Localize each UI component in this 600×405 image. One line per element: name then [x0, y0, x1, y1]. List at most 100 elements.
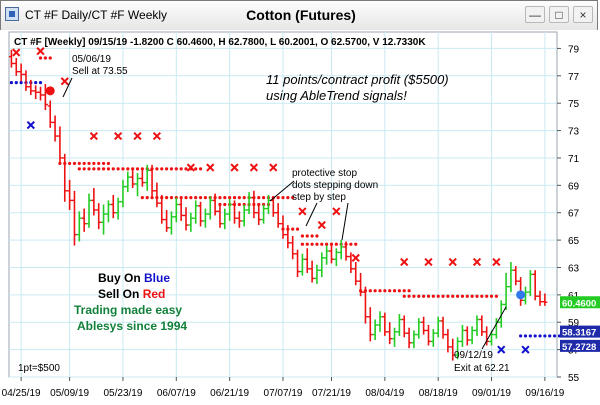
down-bar [38, 86, 44, 101]
red-stop-dot [402, 294, 406, 298]
red-stop-dot [169, 196, 174, 200]
blue-stop-dot [533, 334, 537, 338]
down-bar [67, 179, 73, 210]
red-x-marker-stroke [317, 220, 326, 230]
down-bar [387, 322, 393, 345]
red-x-marker [36, 47, 45, 56]
red-x-marker-stroke [114, 131, 123, 141]
up-bar [396, 314, 402, 336]
red-x-marker-stroke [400, 257, 409, 267]
blue-stop-dot [528, 334, 532, 338]
red-x-marker-stroke [269, 163, 278, 172]
red-x-marker [60, 77, 69, 86]
down-bar [183, 207, 189, 231]
red-stop-dot [257, 196, 261, 200]
price-chart[interactable]: 55575961636567697173757779 04/25/1905/09… [0, 30, 600, 405]
red-x-marker [492, 257, 501, 267]
red-stop-dot [126, 167, 130, 171]
down-bar [348, 252, 354, 273]
down-bar [309, 260, 315, 283]
red-stop-dot [417, 294, 421, 298]
minimize-button[interactable]: — [525, 6, 545, 23]
red-x-marker [186, 163, 195, 172]
red-stop-dot [305, 242, 309, 246]
red-stop-dot [184, 196, 188, 200]
red-stop-dot [218, 196, 222, 200]
red-x-marker-stroke [472, 257, 482, 267]
down-bar [353, 262, 359, 286]
down-bar [178, 199, 184, 221]
red-stop-dot [422, 294, 426, 298]
red-stop-dot [383, 289, 387, 293]
up-bar [207, 196, 213, 220]
sell-date-annotation: 05/06/19 [72, 54, 111, 65]
red-stop-dot [392, 289, 397, 293]
red-x-marker [230, 163, 239, 172]
down-bar [251, 190, 257, 219]
down-bar [149, 164, 155, 197]
red-stop-dot [407, 294, 411, 298]
sell-price-annotation: Sell at 73.55 [72, 66, 128, 77]
up-bar [299, 253, 305, 276]
up-bar [314, 264, 320, 284]
down-bar [212, 193, 218, 216]
stop-arrow-2 [305, 202, 318, 227]
red-stop-dot [291, 196, 295, 200]
x-axis: 04/25/19 05/09/19 05/23/19 06/07/19 06/21/19… [2, 377, 565, 399]
red-stop-dot [291, 227, 295, 231]
close-button[interactable]: × [573, 6, 593, 23]
red-stop-dot [92, 167, 96, 171]
red-x-marker-stroke [206, 163, 215, 172]
chart-app-icon [5, 7, 19, 21]
up-bar [105, 200, 111, 223]
up-bar [372, 319, 378, 341]
red-stop-dot [397, 289, 401, 293]
red-x-marker-stroke [424, 257, 433, 267]
up-bar [319, 252, 325, 278]
price-tags: 60.4600 58.3167 57.2728 [560, 296, 600, 353]
red-stop-dot [165, 196, 169, 200]
profit-line-1: 11 points/contract profit ($5500) [266, 72, 449, 87]
down-bar [285, 225, 291, 249]
red-stop-dot [223, 202, 227, 207]
red-stop-dot [169, 167, 174, 171]
blue-stop-dot [552, 334, 557, 338]
down-bar [71, 190, 77, 246]
blue-stop-dot [519, 334, 523, 338]
red-stop-dot [388, 289, 392, 293]
up-bar [474, 315, 480, 336]
down-bar [295, 249, 301, 278]
red-stop-dot [232, 196, 237, 200]
down-bar [406, 327, 412, 349]
red-stop-dot [160, 167, 164, 171]
down-bar [217, 205, 223, 228]
blue-stop-dot [543, 334, 547, 338]
down-bar [479, 315, 485, 336]
down-bar [537, 290, 543, 306]
stop-note-line-1: protective stop [292, 168, 357, 179]
y-tick-label: 69 [568, 181, 580, 192]
up-bar [101, 204, 107, 235]
red-stop-dot [431, 294, 435, 298]
red-stop-dot [116, 167, 120, 171]
stop-arrow-1 [269, 180, 295, 202]
down-bar [33, 85, 39, 100]
red-x-marker-stroke [448, 257, 457, 267]
up-bar [246, 192, 252, 215]
down-bar [304, 248, 310, 273]
down-bar [445, 329, 451, 353]
down-bar [130, 168, 136, 189]
blue-stop-tag-2: 57.2728 [560, 339, 600, 353]
title-bar[interactable]: CT #F Daily/CT #F Weekly Cotton (Futures… [0, 0, 598, 30]
red-x-marker [269, 163, 278, 172]
up-bar [430, 329, 436, 347]
red-stop-dot [315, 242, 319, 246]
y-tick-label: 63 [568, 263, 580, 274]
red-stop-dot [145, 196, 149, 200]
blue-stop-tag-1: 58.3167 [560, 325, 600, 339]
red-x-marker-stroke [351, 253, 360, 262]
maximize-button[interactable]: □ [549, 6, 569, 23]
red-x-marker [472, 257, 482, 267]
red-x-marker-stroke [249, 163, 259, 172]
blue-x-marker [521, 345, 530, 354]
